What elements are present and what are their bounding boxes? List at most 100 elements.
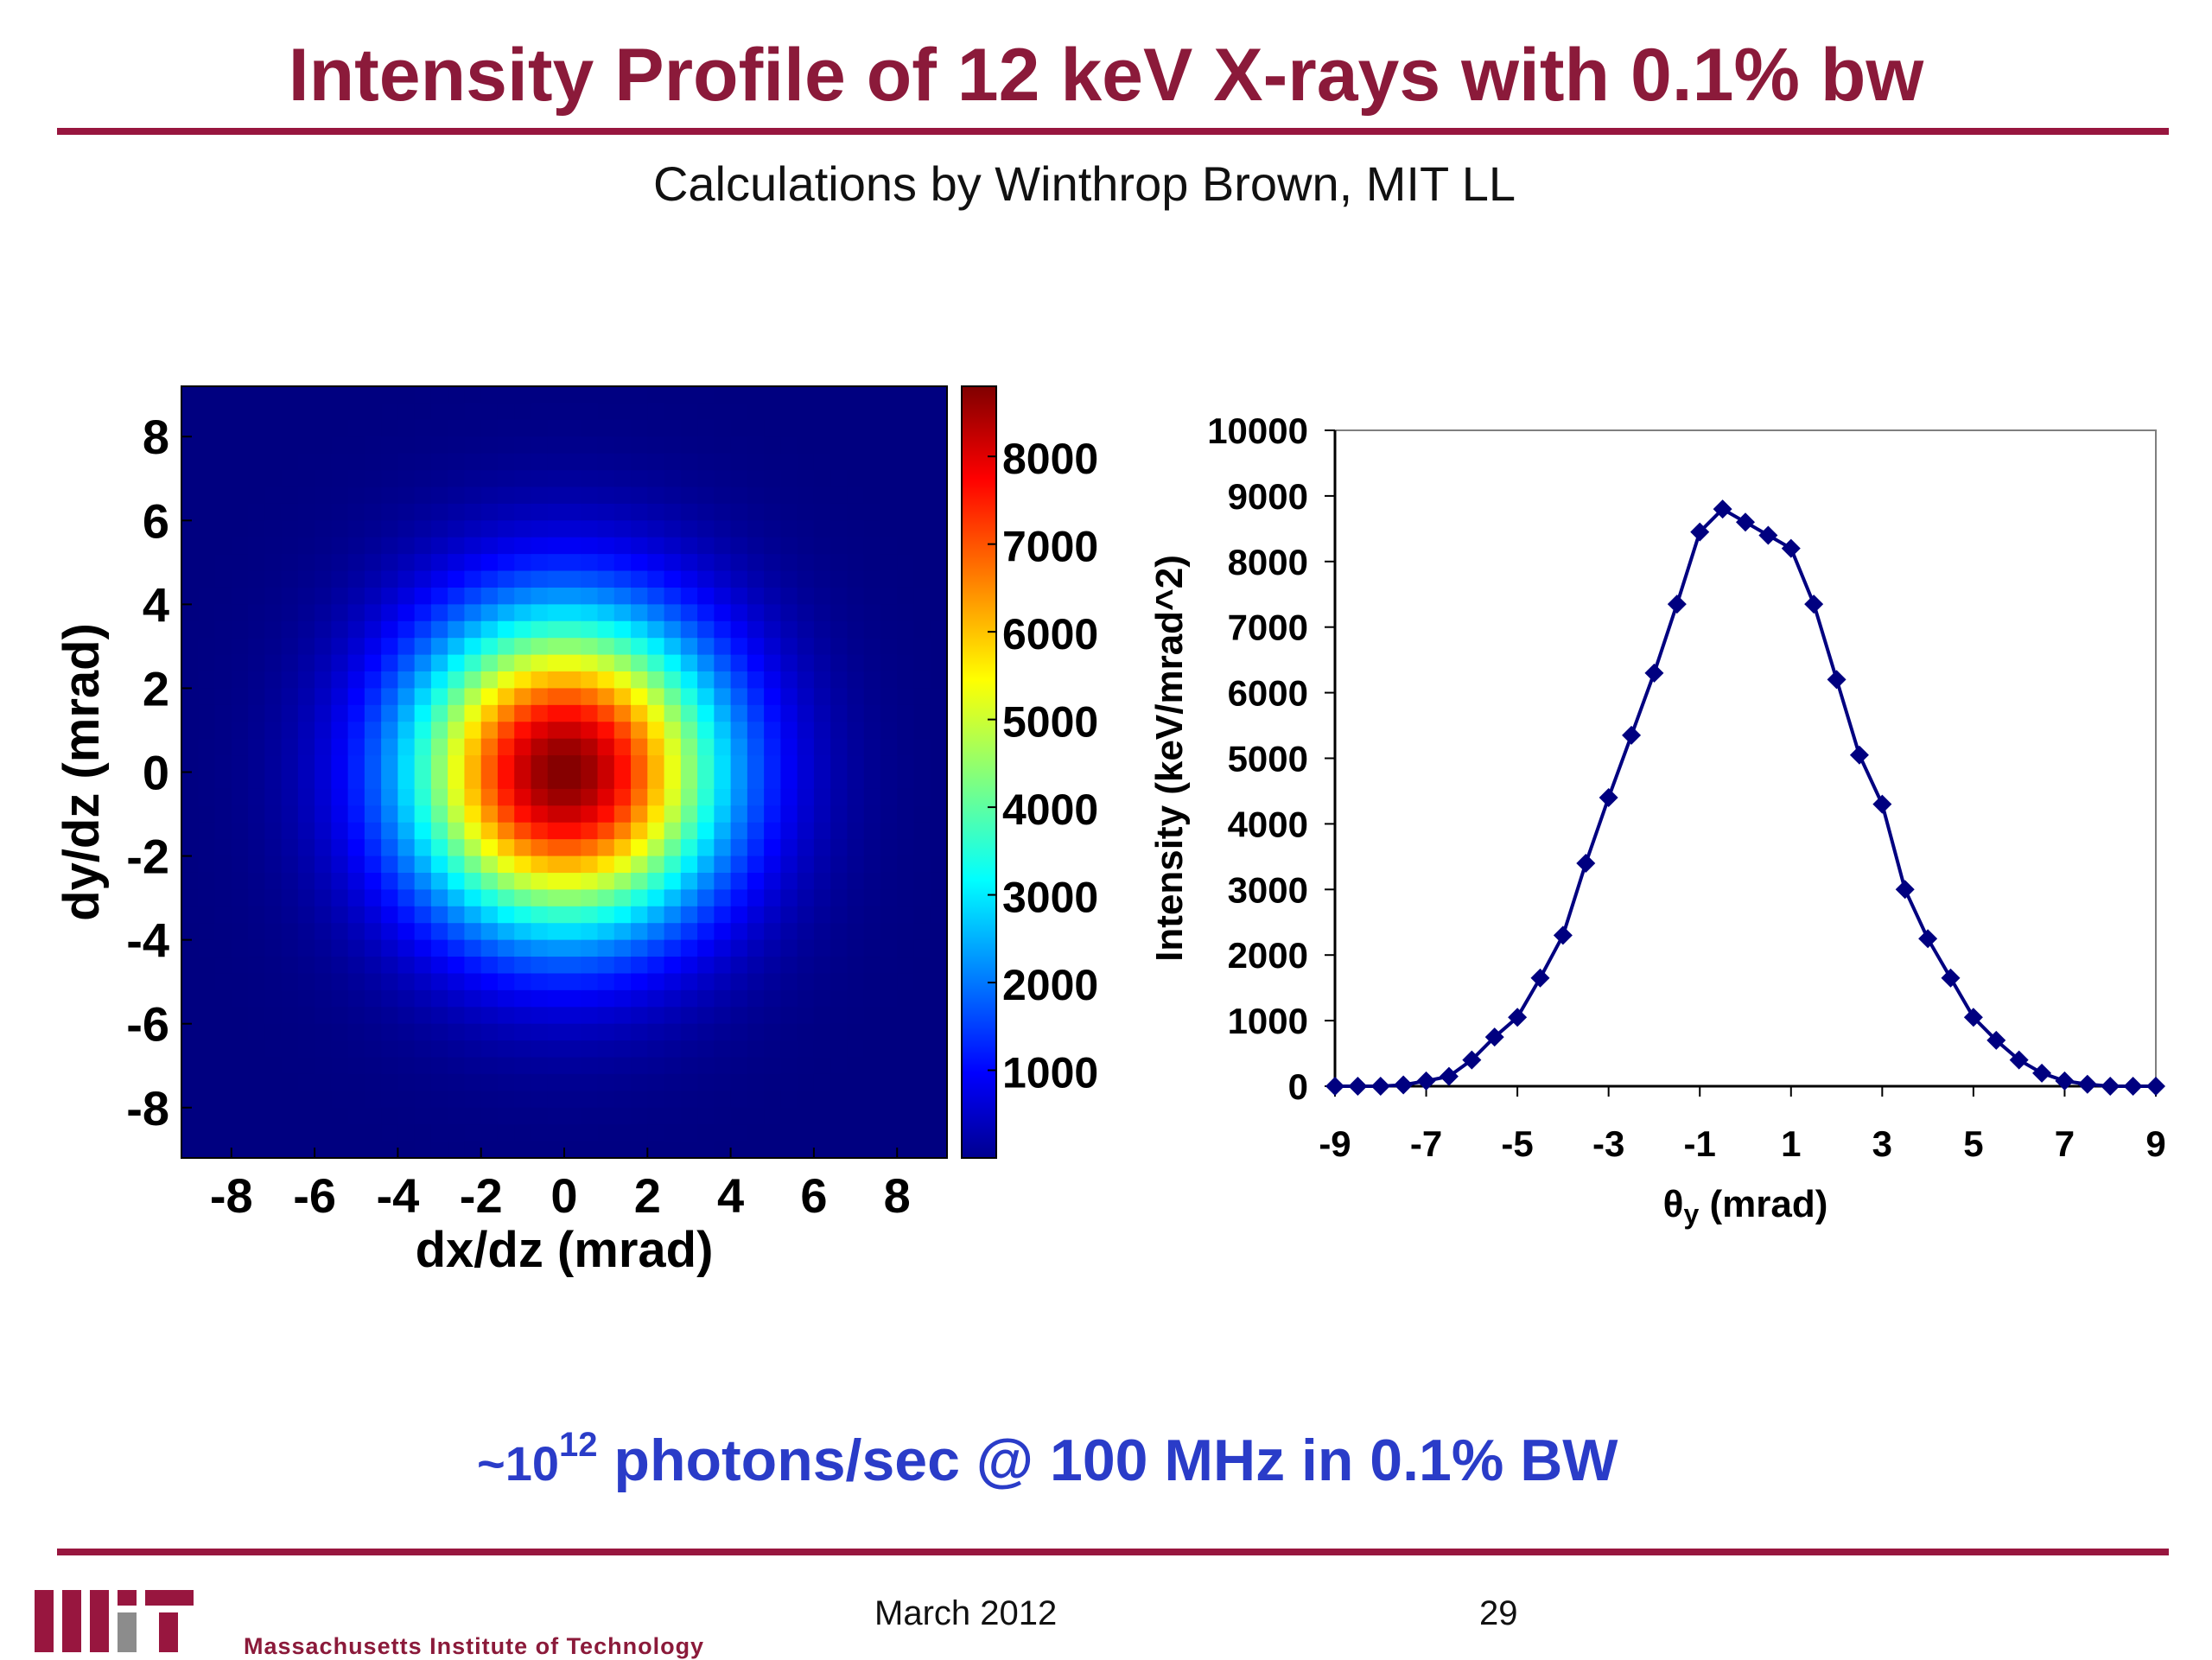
heatmap-cell [697, 436, 715, 455]
heatmap-cell [697, 554, 715, 572]
heatmap-cell [780, 923, 798, 941]
heatmap-cell [231, 872, 249, 890]
heatmap-cell [797, 403, 815, 421]
heatmap-cell [714, 704, 732, 722]
heatmap-cell [813, 772, 831, 790]
heatmap-cell [315, 906, 332, 924]
heatmap-cell [397, 570, 416, 588]
heatmap-cell [231, 654, 249, 672]
heatmap-cell [680, 453, 698, 471]
heatmap-cell [264, 738, 283, 756]
heatmap-cell [597, 654, 615, 672]
heatmap-cell [514, 906, 532, 924]
heatmap-cell [847, 973, 865, 991]
heatmap-cell [198, 587, 216, 605]
line-y-tick-label: 5000 [1228, 739, 1308, 779]
heatmap-cell [697, 906, 715, 924]
heatmap-cell [514, 638, 532, 656]
heatmap-cell [414, 1057, 432, 1075]
heatmap-cell [214, 957, 232, 975]
heatmap-cell [830, 923, 849, 941]
heatmap-cell [364, 1107, 382, 1125]
heatmap-cell [863, 436, 881, 455]
heatmap-cell [448, 419, 466, 437]
heatmap-cell [564, 537, 582, 555]
heatmap-x-tick-label: -8 [210, 1168, 253, 1223]
heatmap-cell [264, 939, 283, 957]
heatmap-cell [813, 822, 831, 840]
heatmap-cell [897, 453, 915, 471]
heatmap-cell [764, 855, 781, 874]
heatmap-cell [547, 839, 565, 857]
heatmap-cell [797, 1040, 815, 1059]
colorbar-tick-label: 5000 [1002, 698, 1098, 747]
heatmap-cell [547, 788, 565, 806]
heatmap-cell [880, 855, 898, 874]
heatmap-cell [897, 788, 915, 806]
heatmap-cell [863, 939, 881, 957]
heatmap-cell [730, 638, 748, 656]
heatmap-cell [531, 520, 549, 538]
heatmap-cell [747, 620, 765, 639]
heatmap-cell [813, 688, 831, 706]
heatmap-cell [631, 755, 648, 773]
heatmap-cell [464, 503, 482, 521]
heatmap-cell [897, 872, 915, 890]
heatmap-cell [231, 822, 249, 840]
heatmap-cell [397, 470, 416, 488]
heatmap-y-axis-label: dy/dz (mrad) [54, 623, 110, 921]
heatmap-cell [347, 570, 365, 588]
heatmap-cell [248, 620, 265, 639]
heatmap-cell [198, 654, 216, 672]
heatmap-cell [480, 570, 499, 588]
heatmap-cell [564, 788, 582, 806]
heatmap-cell [830, 989, 849, 1008]
heatmap-cell [331, 906, 349, 924]
heatmap-cell [680, 570, 698, 588]
heatmap-cell [913, 1057, 931, 1075]
heatmap-cell [664, 805, 682, 824]
heatmap-cell [880, 923, 898, 941]
heatmap-cell [448, 973, 466, 991]
heatmap-cell [315, 738, 332, 756]
heatmap-cell [647, 939, 665, 957]
heatmap-cell [913, 1141, 931, 1159]
heatmap-cell [564, 872, 582, 890]
heatmap-cell [897, 906, 915, 924]
heatmap-cell [397, 755, 416, 773]
heatmap-cell [764, 805, 781, 824]
heatmap-cell [847, 839, 865, 857]
heatmap-cell [847, 1091, 865, 1109]
heatmap-cell [264, 1141, 283, 1159]
heatmap-cell [581, 855, 599, 874]
line-y-tick-label: 9000 [1228, 476, 1308, 517]
heatmap-cell [281, 704, 299, 722]
heatmap-cell [564, 436, 582, 455]
heatmap-cell [813, 755, 831, 773]
heatmap-cell [381, 1023, 398, 1041]
heatmap-cell [747, 554, 765, 572]
heatmap-cell [248, 1007, 265, 1025]
heatmap-cell [315, 453, 332, 471]
heatmap-cell [531, 554, 549, 572]
heatmap-cell [581, 1057, 599, 1075]
heatmap-cell [880, 973, 898, 991]
heatmap-cell [863, 923, 881, 941]
heatmap-cell [381, 554, 398, 572]
heatmap-cell [581, 805, 599, 824]
heatmap-cell [331, 419, 349, 437]
data-point-marker [1553, 925, 1573, 945]
heatmap-cell [847, 638, 865, 656]
heatmap-cell [697, 1057, 715, 1075]
heatmap-cell [397, 537, 416, 555]
heatmap-cell [847, 604, 865, 622]
heatmap-cell [181, 839, 199, 857]
heatmap-cell [448, 537, 466, 555]
heatmap-y-tick-label: 2 [143, 661, 169, 716]
heatmap-cell [647, 620, 665, 639]
heatmap-cell [664, 906, 682, 924]
heatmap-cell [214, 989, 232, 1008]
heatmap-cell [331, 755, 349, 773]
heatmap-cell [730, 470, 748, 488]
